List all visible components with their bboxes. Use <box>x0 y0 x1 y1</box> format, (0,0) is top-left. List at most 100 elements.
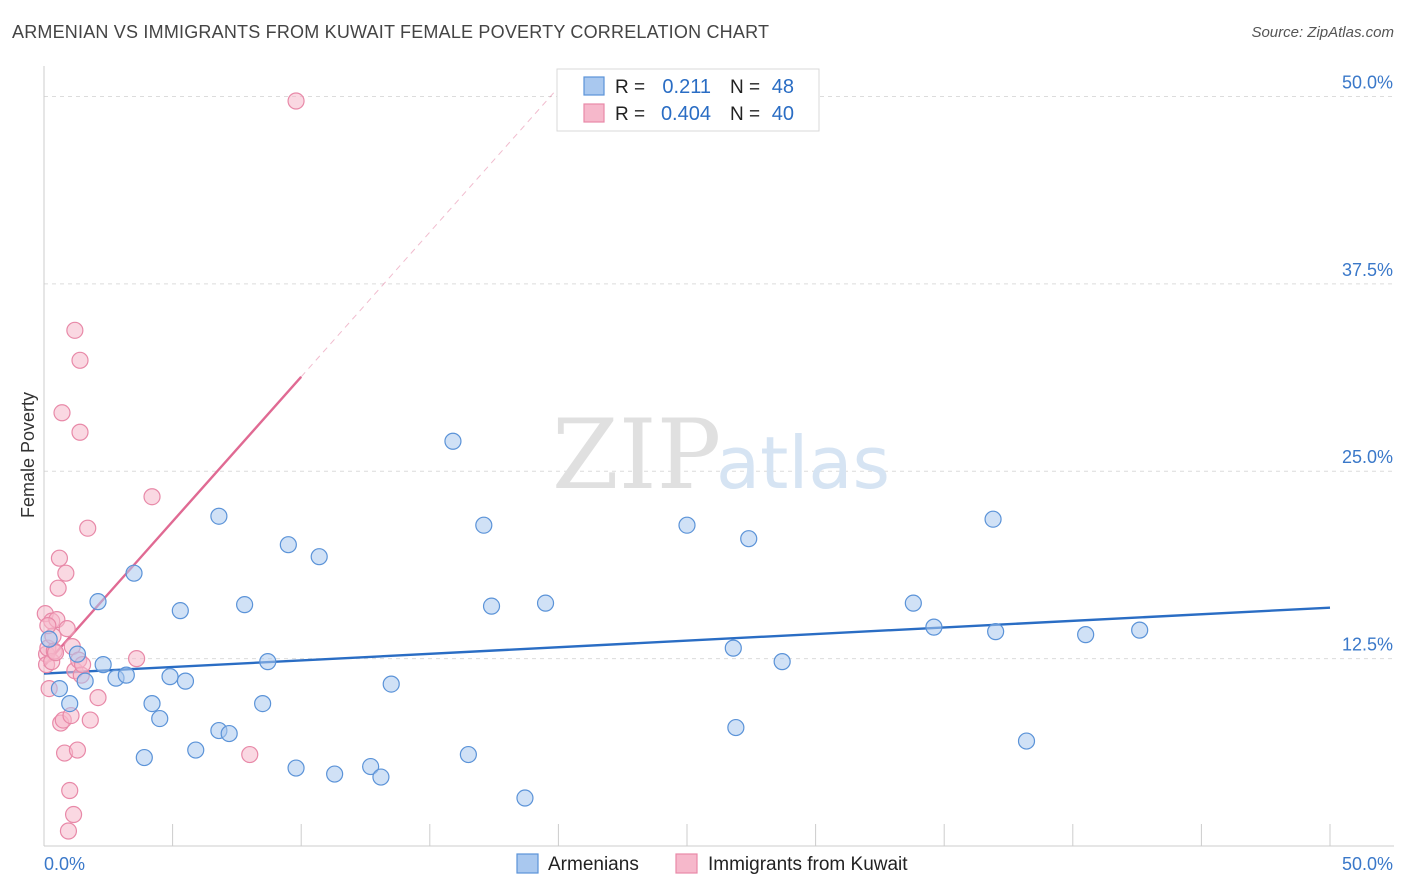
point-armenians <box>987 623 1005 641</box>
point-armenians <box>516 789 534 807</box>
y-tick-label: 25.0% <box>1342 447 1393 467</box>
point-kuwait <box>241 745 259 764</box>
stats-n-value-kuwait: 40 <box>772 103 794 125</box>
point-armenians <box>125 564 143 582</box>
legend-swatch-kuwait <box>675 853 698 874</box>
watermark-zip: ZIP <box>552 399 721 511</box>
stats-r-value-kuwait: 0.404 <box>661 103 711 125</box>
point-armenians <box>362 757 380 776</box>
point-kuwait <box>89 688 107 707</box>
point-kuwait <box>143 488 161 506</box>
x-tick-labels: 0.0% 50.0% <box>44 854 1393 874</box>
point-armenians <box>76 672 94 690</box>
point-armenians <box>50 680 69 698</box>
point-armenians <box>89 593 107 611</box>
stats-r-label: R = <box>615 104 645 125</box>
point-armenians <box>220 724 238 743</box>
point-armenians <box>326 765 344 783</box>
point-armenians <box>1017 732 1036 750</box>
point-armenians <box>40 630 58 648</box>
point-armenians <box>925 618 943 636</box>
source-credit: Source: ZipAtlas.com <box>1251 24 1394 41</box>
point-kuwait <box>58 620 76 638</box>
point-armenians <box>475 516 493 534</box>
point-armenians <box>740 530 758 548</box>
point-armenians <box>279 536 297 554</box>
point-armenians <box>904 594 922 612</box>
point-armenians <box>310 548 328 566</box>
point-armenians <box>161 668 179 686</box>
point-armenians <box>1077 626 1095 644</box>
point-armenians <box>143 694 161 713</box>
stats-n-value-armenians: 48 <box>772 76 794 98</box>
point-armenians <box>382 675 400 693</box>
stats-swatch-kuwait <box>583 103 605 123</box>
point-armenians <box>135 748 153 767</box>
point-armenians <box>187 741 205 759</box>
watermark: ZIP atlas <box>552 399 890 511</box>
trend-line-armenians <box>43 606 1331 675</box>
point-armenians <box>210 507 228 525</box>
point-kuwait <box>59 822 78 840</box>
axes <box>43 66 1394 847</box>
point-armenians <box>171 602 189 620</box>
point-armenians <box>773 653 791 671</box>
stats-box: R = 0.211 N = 48 R = 0.404 N = 40 <box>556 68 820 132</box>
point-armenians <box>459 745 477 764</box>
point-armenians <box>236 596 254 614</box>
point-armenians <box>536 594 555 612</box>
point-kuwait <box>127 650 146 668</box>
trend-line-kuwait <box>43 376 303 667</box>
point-kuwait <box>81 711 99 729</box>
point-armenians <box>151 709 169 728</box>
chart-title: ARMENIAN VS IMMIGRANTS FROM KUWAIT FEMAL… <box>12 22 770 42</box>
x-tick-label-end: 50.0% <box>1342 854 1393 874</box>
point-armenians <box>61 694 79 713</box>
stats-swatch-armenians <box>583 76 605 96</box>
point-armenians <box>727 718 745 737</box>
point-armenians <box>724 639 742 657</box>
point-armenians <box>68 645 87 663</box>
y-tick-labels: 12.5% 25.0% 37.5% 50.0% <box>1342 72 1393 654</box>
point-kuwait <box>68 741 87 759</box>
point-kuwait <box>71 423 89 441</box>
point-kuwait <box>61 781 79 800</box>
point-kuwait <box>66 321 84 339</box>
point-kuwait <box>287 92 305 110</box>
point-armenians <box>117 666 135 684</box>
point-armenians <box>984 510 1002 528</box>
trend-lines <box>43 87 1331 675</box>
stats-r-value-armenians: 0.211 <box>662 76 711 98</box>
point-kuwait <box>79 519 97 537</box>
point-armenians <box>254 694 272 713</box>
legend-swatch-armenians <box>516 853 539 874</box>
stats-r-label: R = <box>615 77 645 98</box>
point-armenians <box>678 516 696 534</box>
trend-extension-kuwait <box>300 87 559 378</box>
stats-n-label: N = <box>730 77 760 98</box>
watermark-atlas: atlas <box>716 421 890 505</box>
legend-label-armenians: Armenians <box>548 854 639 875</box>
x-tick-label-start: 0.0% <box>44 854 85 874</box>
point-armenians <box>372 768 390 786</box>
stats-n-label: N = <box>730 104 760 125</box>
point-armenians <box>287 759 305 777</box>
point-kuwait <box>64 805 83 824</box>
point-kuwait <box>57 564 75 582</box>
grid-lines <box>44 95 1394 660</box>
data-points <box>36 92 1149 840</box>
point-armenians <box>176 672 195 690</box>
point-kuwait <box>49 579 67 597</box>
point-kuwait <box>50 549 69 567</box>
legend-label-kuwait: Immigrants from Kuwait <box>708 854 908 875</box>
y-axis-label: Female Poverty <box>18 392 38 518</box>
point-kuwait <box>53 404 71 422</box>
y-tick-label: 37.5% <box>1342 260 1393 280</box>
point-armenians <box>1131 621 1149 639</box>
y-tick-label: 12.5% <box>1342 635 1393 655</box>
y-tick-label: 50.0% <box>1342 72 1393 92</box>
point-armenians <box>94 656 112 674</box>
point-armenians <box>482 597 501 615</box>
point-kuwait <box>71 351 89 369</box>
